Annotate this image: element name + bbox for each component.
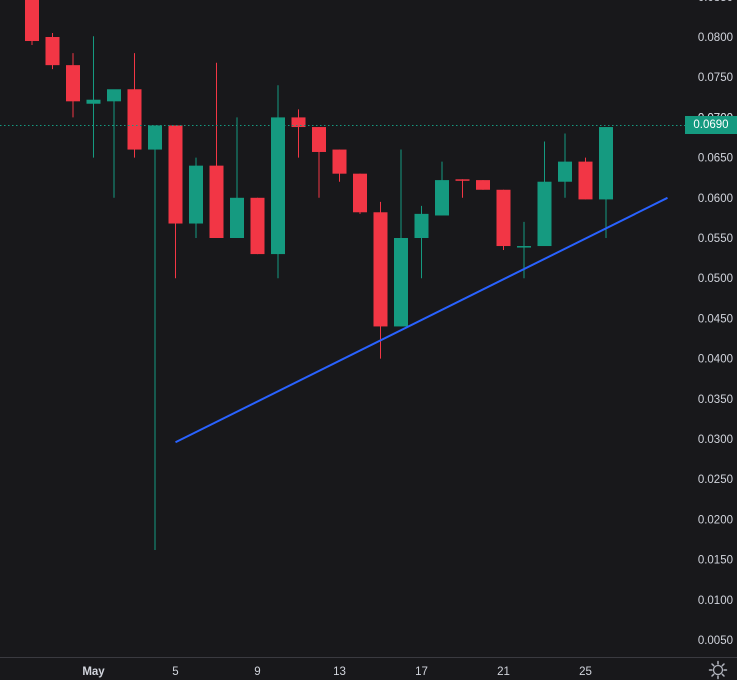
candle [578,157,593,200]
x-tick-label: 5 [172,666,178,678]
y-tick-label: 0.0400 [698,354,733,366]
candle [332,149,347,182]
candle-body [373,212,388,327]
candle-body [414,213,429,238]
trendline[interactable] [175,196,668,444]
candle [476,180,490,190]
candle-body [353,173,367,213]
candle [414,205,429,279]
y-tick-label: 0.0650 [698,153,733,165]
candle-body [578,161,593,200]
candle-body [45,37,60,66]
y-tick-label: 0.0450 [698,313,733,325]
y-tick-label: 0.0150 [698,555,733,567]
candle-body [517,246,531,248]
candle-body [558,161,572,182]
y-tick-label: 0.0750 [698,72,733,84]
y-tick-label: 0.0350 [698,394,733,406]
candle [394,149,408,327]
candle-body [455,179,470,181]
candle-body [230,197,244,238]
candle-body [148,125,162,150]
candles [25,0,613,550]
y-tick-label: 0.0200 [698,514,733,526]
settings-icon[interactable] [708,660,728,680]
y-tick-label: 0.0550 [698,233,733,245]
candle-body [66,65,80,102]
candle [189,157,203,238]
candle [127,53,142,158]
candle [373,201,388,359]
candle [558,133,572,198]
x-tick-label: 17 [415,666,428,678]
candle-body [107,89,121,102]
candle [455,179,470,198]
y-tick-label: 0.0100 [698,595,733,607]
y-tick-label: 0.0500 [698,273,733,285]
candle [291,109,306,158]
y-tick-label: 0.0050 [698,635,733,647]
candle [230,117,244,238]
x-tick-label: 25 [579,666,592,678]
candle [66,53,80,118]
candle-body [271,117,285,255]
candle [250,197,265,255]
candle-body [537,181,552,247]
candle-body [127,89,142,150]
candle-body [25,0,39,42]
candle [148,125,162,550]
y-tick-label: 0.0800 [698,32,733,44]
y-tick-label: 0.0850 [698,0,733,4]
candle [45,32,60,70]
candle [271,85,285,279]
candle-body [250,197,265,255]
candle [312,127,326,198]
candle-body [312,127,326,152]
candle [353,173,367,214]
candle [209,62,224,238]
candle [496,189,511,251]
candle-body [291,117,306,128]
candle [599,127,613,238]
candle-body [168,125,183,224]
candle-body [394,238,408,327]
price-axis[interactable]: 0.08000.07500.07000.06500.06000.05500.05… [698,0,733,647]
candle [25,0,39,46]
x-tick-label: 13 [333,666,346,678]
candle-body [332,149,347,174]
x-tick-label: 21 [497,666,510,678]
candle [168,125,183,279]
candle-body [189,165,203,224]
candle [107,89,121,198]
candle-body [599,127,613,200]
candle-body [476,180,490,190]
candle [86,36,101,158]
candle-body [86,99,101,104]
candle-body [209,165,224,238]
x-tick-label: 9 [254,666,260,678]
y-tick-label: 0.0600 [698,193,733,205]
candle [537,141,552,247]
y-tick-label: 0.0250 [698,474,733,486]
current-price-label: 0.0690 [685,116,737,134]
candle [435,161,449,216]
candle-body [496,189,511,247]
time-axis[interactable]: May 5 9 13 17 21 25 [82,666,592,678]
candle-body [435,180,449,216]
y-tick-label: 0.0300 [698,434,733,446]
x-tick-label: May [82,666,105,678]
